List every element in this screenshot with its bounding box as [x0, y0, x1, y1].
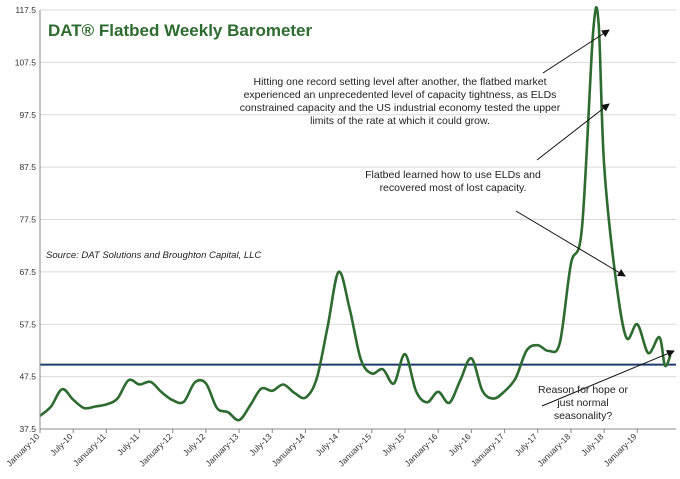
annotation-line: recovered most of lost capacity. [380, 182, 527, 194]
annotation-arrow [536, 103, 610, 161]
y-tick-label: 107.5 [15, 57, 37, 67]
annotation-line: experienced an unprecedented level of ca… [244, 89, 557, 101]
annotation-line: Flatbed learned how to use ELDs and [365, 169, 541, 181]
chart-texts: DAT® Flatbed Weekly Barometer Source: DA… [46, 21, 628, 422]
y-tick-label: 57.5 [19, 319, 36, 329]
y-tick-label: 117.5 [15, 5, 36, 15]
annotation-2: Flatbed learned how to use ELDs andrecov… [365, 169, 541, 194]
chart-title: DAT® Flatbed Weekly Barometer [48, 21, 313, 40]
y-tick-label: 67.5 [19, 267, 36, 277]
y-tick-label: 87.5 [19, 162, 36, 172]
annotation-arrow [515, 210, 626, 277]
annotation-arrows [515, 29, 675, 407]
annotation-line: Hitting one record setting level after a… [253, 76, 546, 88]
y-tick-label: 37.5 [19, 424, 36, 434]
y-tick-label: 47.5 [19, 372, 36, 382]
y-tick-label: 77.5 [19, 215, 36, 225]
annotation-1: Hitting one record setting level after a… [240, 76, 561, 127]
y-tick-label: 97.5 [19, 110, 36, 120]
annotation-line: Reason for hope or [538, 384, 628, 396]
chart-source: Source: DAT Solutions and Broughton Capi… [46, 250, 261, 261]
series-group [39, 6, 672, 422]
annotation-line: seasonality? [554, 410, 613, 422]
annotation-line: just normal [556, 397, 608, 409]
series-line-0 [39, 6, 672, 422]
annotation-arrow [541, 350, 675, 407]
annotation-line: constrained capacity and the US industri… [240, 102, 561, 114]
annotation-line: limits of the rate at which it could gro… [310, 115, 490, 127]
annotation-arrow [542, 29, 610, 74]
